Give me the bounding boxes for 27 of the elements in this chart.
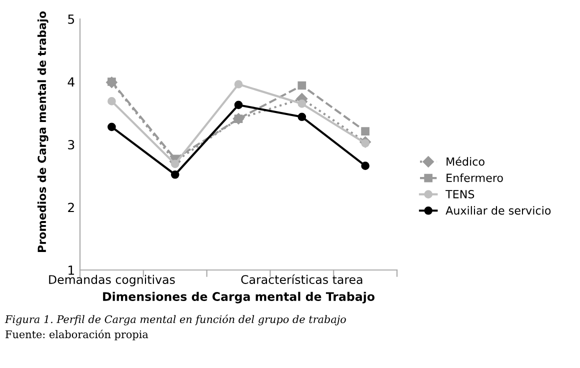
y-tick-label: 4 [68, 77, 74, 86]
legend-label: Enfermero [446, 173, 503, 182]
y-tick-label: 1 [68, 266, 74, 275]
point [170, 170, 180, 179]
point [108, 122, 116, 132]
source-note: Fuente: elaboración propia [6, 330, 148, 340]
text: Figura 1. Perfil de Carga mental en función del grupo de trabajo [4, 314, 346, 326]
legend-label: Auxiliar de servicio [446, 206, 551, 215]
y-tick-label: 2 [68, 202, 74, 212]
point [108, 97, 116, 106]
y-tick-label: 3 [68, 140, 74, 150]
point [234, 80, 243, 88]
point [234, 100, 243, 110]
point [298, 112, 306, 122]
point [361, 127, 370, 136]
point [298, 81, 306, 90]
x-tick-label: Demandas cognitivas [49, 274, 175, 286]
point [361, 162, 370, 170]
point [234, 114, 243, 123]
legend-label: TENS [446, 190, 474, 198]
y-tick-label: 5 [68, 14, 74, 24]
legend-label: Médico [446, 156, 484, 166]
x-tick-label: Características tarea [241, 274, 362, 284]
y-axis-title: Promedios de Carga mental de trabajo [37, 11, 48, 252]
point [298, 100, 306, 108]
point [170, 160, 180, 168]
x-axis-title: Dimensiones de Carga mental de Trabajo [103, 292, 374, 304]
